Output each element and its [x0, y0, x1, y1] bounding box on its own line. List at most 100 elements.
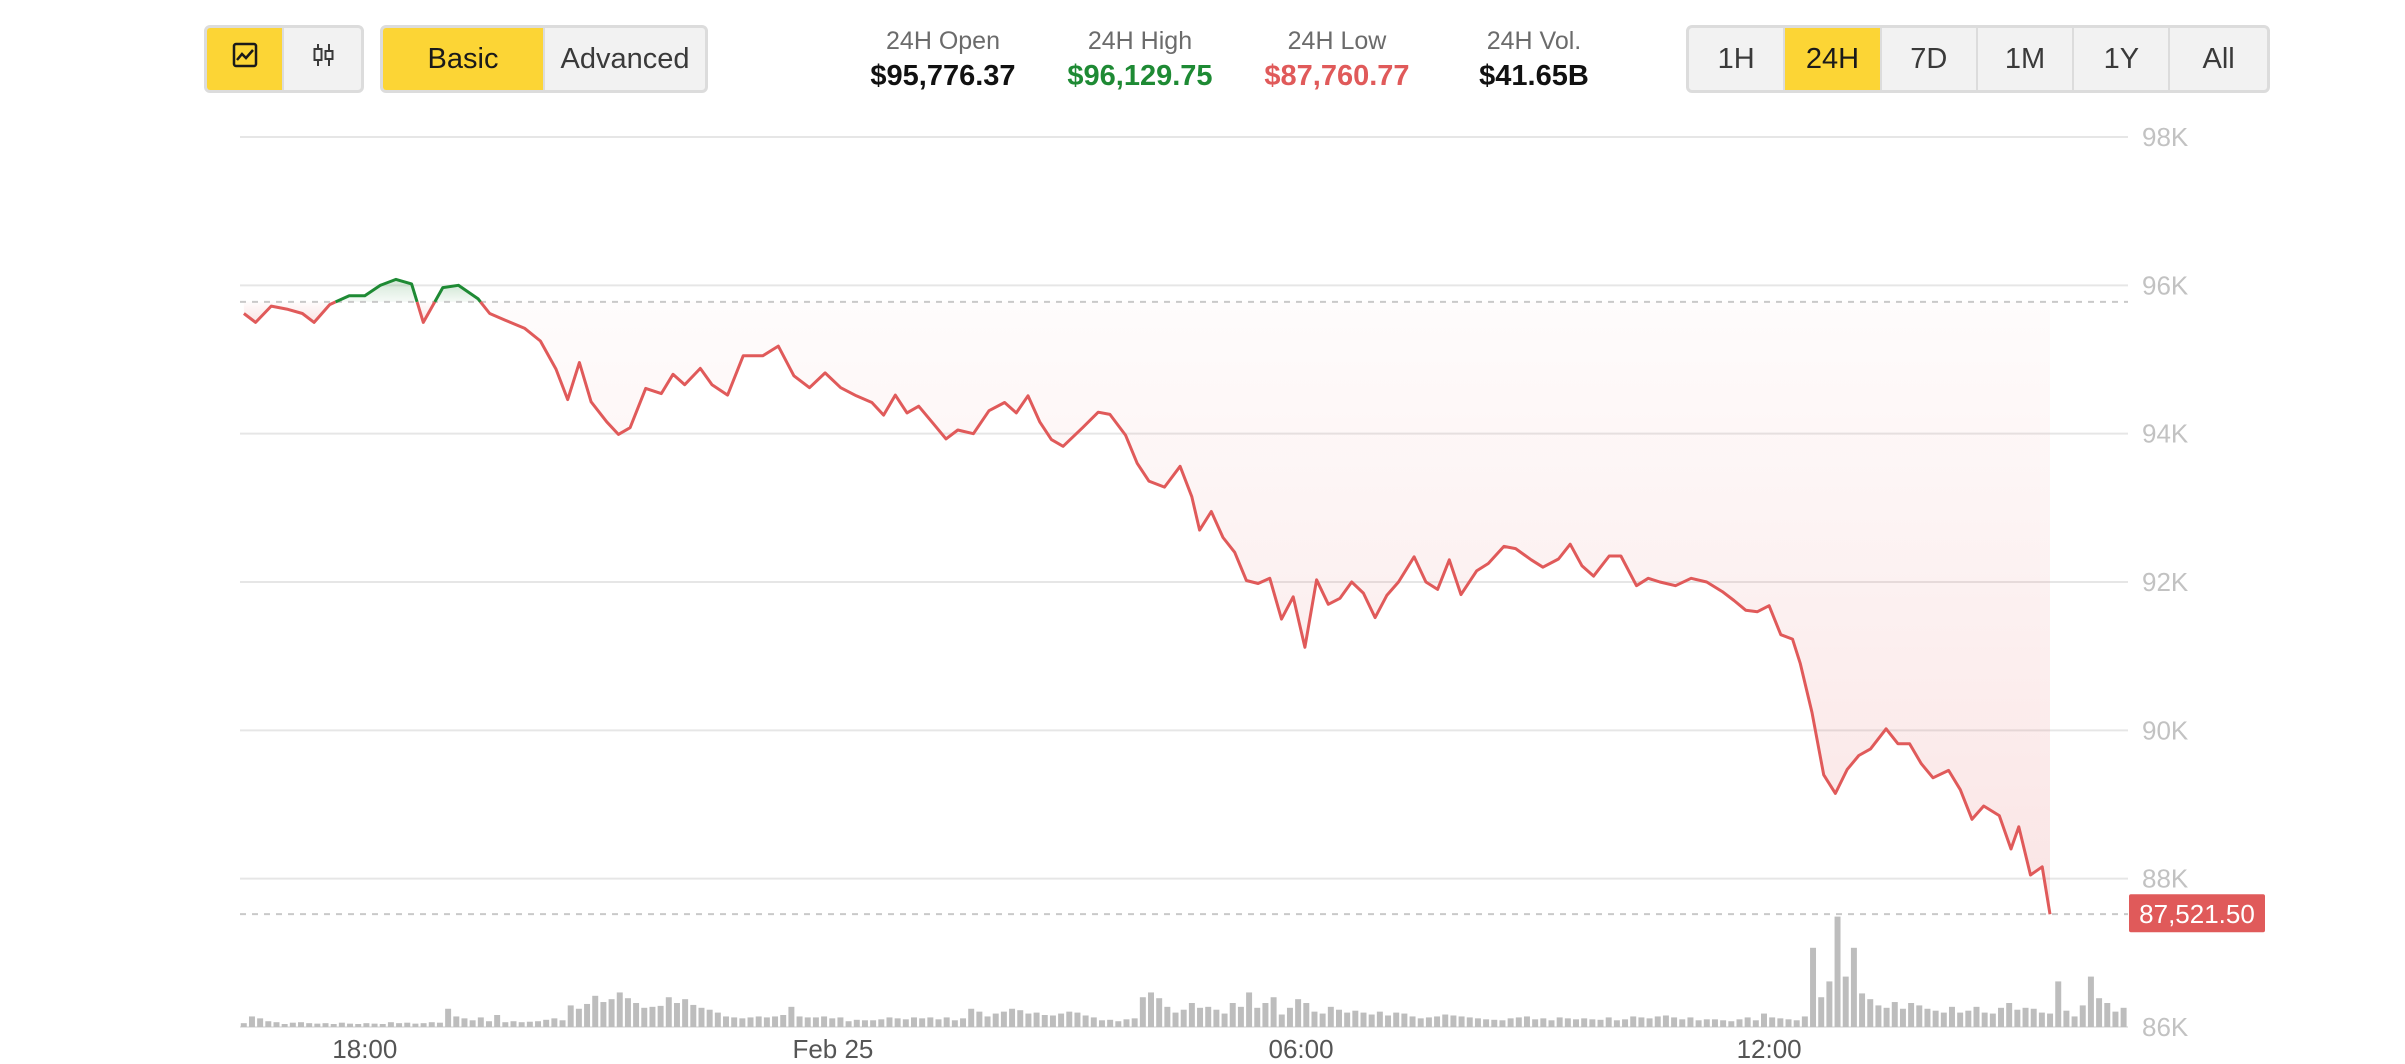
volume-bar [1810, 947, 1817, 1027]
volume-bar [1188, 1003, 1195, 1027]
volume-bar [1033, 1012, 1040, 1027]
volume-bar [641, 1007, 648, 1027]
price-line-up-segment[interactable] [334, 277, 419, 304]
volume-bar [2014, 1009, 2021, 1027]
volume-bar [575, 1008, 582, 1027]
volume-bar [1965, 1010, 1972, 1027]
volume-bar [1752, 1020, 1759, 1027]
volume-bar [1793, 1020, 1800, 1027]
volume-bar [723, 1016, 729, 1027]
volume-bar [1409, 1016, 1416, 1027]
volume-bar [1998, 1007, 2005, 1027]
range-1y-button[interactable]: 1Y [2074, 28, 2171, 90]
volume-bar [257, 1018, 264, 1027]
candlestick-icon [309, 41, 337, 77]
basic-mode-button[interactable]: Basic [383, 28, 545, 90]
volume-bar [1875, 1005, 1882, 1027]
volume-bar [1442, 1014, 1449, 1027]
volume-bar [837, 1017, 844, 1027]
volume-bar [902, 1019, 909, 1027]
volume-bar [1883, 1007, 1890, 1027]
y-tick-label: 94K [2142, 419, 2189, 449]
volume-bar [968, 1008, 975, 1027]
last-price-marker: 87,521.50 [2129, 894, 2265, 933]
volume-bar [861, 1020, 868, 1027]
advanced-mode-button[interactable]: Advanced [560, 42, 690, 75]
volume-bar [927, 1017, 934, 1027]
range-7d-button[interactable]: 7D [1882, 28, 1978, 90]
x-tick-label: 06:00 [1268, 1034, 1333, 1064]
range-all-button[interactable]: All [2202, 42, 2235, 75]
volume-bar [510, 1021, 517, 1027]
price-line-down-segment[interactable] [242, 300, 337, 324]
volume-bar [551, 1018, 558, 1027]
range-24h-button[interactable]: 24H [1785, 28, 1882, 90]
volume-bar [453, 1016, 460, 1027]
volume-bar [428, 1022, 435, 1027]
volume-bar [739, 1018, 746, 1027]
volume-bar [1981, 1012, 1988, 1027]
volume-bar [265, 1021, 272, 1027]
candlestick-chart-button[interactable] [284, 28, 361, 90]
volume-bar [1499, 1020, 1506, 1027]
volume-bar [870, 1020, 877, 1027]
y-tick-label: 92K [2142, 567, 2189, 597]
volume-bar [584, 1003, 591, 1027]
volume-bar [1540, 1018, 1547, 1027]
volume-bar [559, 1020, 566, 1027]
volume-bar [1989, 1013, 1996, 1027]
volume-bar [1687, 1017, 1694, 1027]
volume-bar [1213, 1009, 1220, 1027]
volume-bar [1246, 992, 1253, 1027]
volume-bar [2079, 1005, 2086, 1027]
line-chart-button[interactable] [207, 28, 285, 90]
volume-bar [600, 1002, 607, 1027]
volume-bar [1957, 1012, 1964, 1027]
volume-bar [494, 1015, 501, 1027]
volume-bar [1066, 1011, 1073, 1027]
volume-bar [240, 1023, 247, 1027]
volume-bar [1785, 1019, 1792, 1027]
range-1h-button[interactable]: 1H [1689, 28, 1786, 90]
volume-bar [1662, 1015, 1669, 1027]
volume-bar [502, 1022, 509, 1027]
volume-bar [2006, 1003, 2013, 1027]
volume-bar [1074, 1012, 1081, 1027]
volume-bar [821, 1016, 828, 1027]
volume-bar [1891, 1002, 1898, 1027]
volume-bar [420, 1023, 427, 1027]
volume-bar [1156, 998, 1163, 1027]
stat-24h-low: 24H Low $87,760.77 [1227, 24, 1447, 94]
volume-bar [878, 1019, 885, 1027]
volume-bar [1205, 1006, 1212, 1027]
reference-lines [240, 300, 2128, 916]
volume-bar [1573, 1019, 1579, 1027]
volume-bar [984, 1016, 991, 1027]
price-line[interactable] [242, 277, 2052, 915]
volume-bar [469, 1020, 476, 1027]
volume-bar [412, 1023, 419, 1027]
price-line-up-segment[interactable] [433, 283, 482, 303]
range-1m-button[interactable]: 1M [1978, 28, 2075, 90]
stat-label: 24H Low [1287, 27, 1387, 55]
volume-bar [1270, 997, 1277, 1027]
y-tick-label: 86K [2142, 1012, 2189, 1042]
volume-bar [829, 1018, 836, 1027]
view-mode-toggle: Basic Advanced [380, 25, 708, 93]
stat-24h-high: 24H High $96,129.75 [1030, 24, 1250, 94]
price-line-down-segment[interactable] [415, 301, 437, 324]
volume-bar [1556, 1017, 1563, 1027]
volume-bar [780, 1015, 787, 1027]
volume-bar [2038, 1012, 2045, 1027]
volume-bar [355, 1024, 362, 1027]
volume-bar [1303, 1003, 1310, 1027]
volume-bar [1180, 1009, 1187, 1027]
x-tick-label: 12:00 [1737, 1034, 1802, 1064]
time-range-toggle: 1H 24H 7D 1M 1Y All [1686, 25, 2270, 93]
volume-bar [690, 1004, 697, 1027]
volume-bar [1393, 1012, 1400, 1027]
volume-bar [1564, 1018, 1571, 1027]
volume-bar [1041, 1015, 1048, 1027]
price-line-down-segment[interactable] [479, 300, 2052, 915]
